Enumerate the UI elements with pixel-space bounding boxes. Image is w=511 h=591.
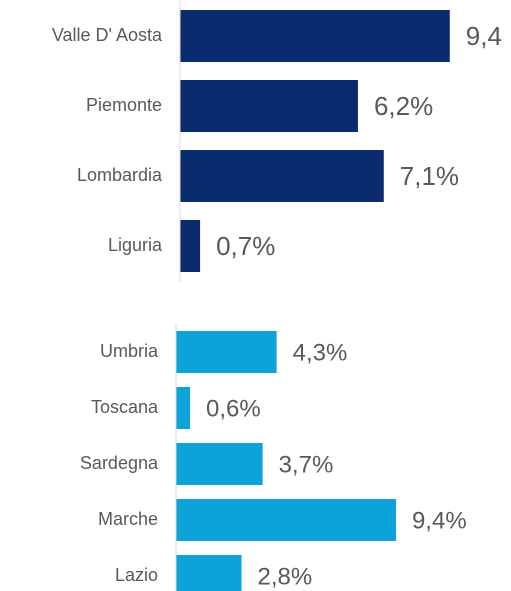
bar [180,150,384,202]
category-label: Toscana [91,397,159,417]
bar [176,331,277,373]
bar [180,80,358,132]
category-label: Sardegna [80,453,159,473]
value-label: 9,4% [412,507,467,534]
category-label: Lombardia [77,165,163,185]
value-label: 7,1% [400,161,459,191]
value-label: 2,8% [258,563,313,590]
bar [176,499,396,541]
category-label: Lazio [115,565,158,585]
value-label: 6,2% [374,91,433,121]
value-label: 9,4 [466,21,502,51]
value-label: 0,7% [216,231,275,261]
value-label: 3,7% [279,451,334,478]
bar [180,220,201,272]
bar [176,555,242,591]
category-label: Valle D' Aosta [52,25,163,45]
value-label: 4,3% [293,339,348,366]
bar [180,10,450,62]
category-label: Liguria [108,235,163,255]
bar [176,387,191,429]
category-label: Piemonte [86,95,162,115]
bar [176,443,263,485]
value-label: 0,6% [206,395,261,422]
category-label: Umbria [100,341,159,361]
category-label: Marche [98,509,158,529]
